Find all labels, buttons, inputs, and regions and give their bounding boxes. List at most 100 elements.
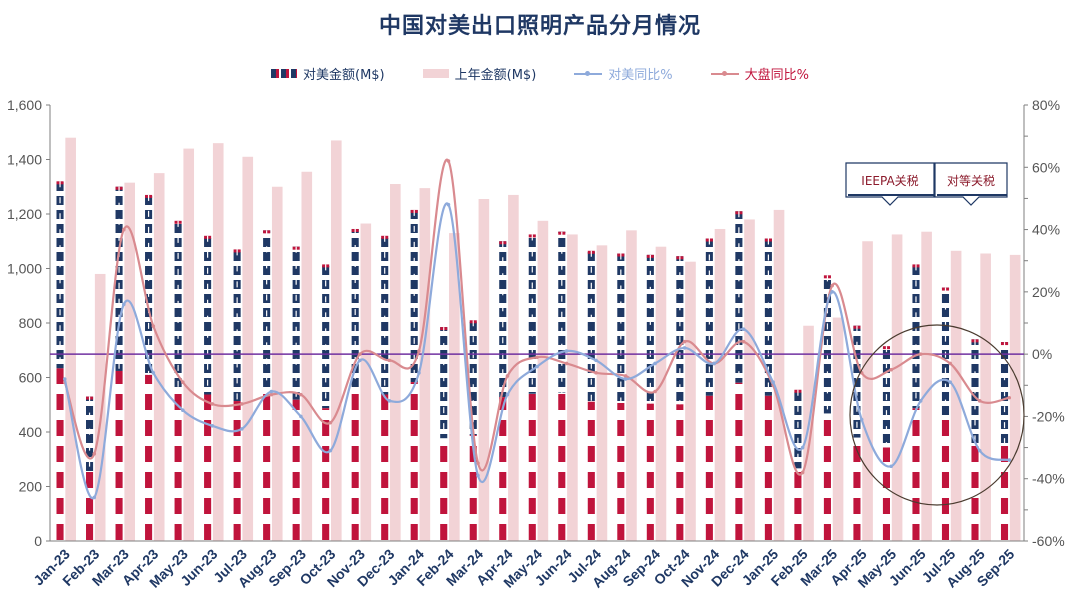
prev-year-bar	[271, 186, 283, 541]
us-amount-bar	[676, 256, 684, 541]
us-bar-red-part	[292, 399, 300, 541]
right-tick-label: -20%	[1032, 408, 1065, 424]
us-yoy-line-point	[741, 327, 746, 332]
prev-year-bar	[567, 234, 578, 541]
us-yoy-line-point	[269, 389, 274, 394]
legend-swatch-us-yoy	[574, 69, 603, 78]
prev-year-bar	[891, 234, 903, 541]
us-amount-bar	[233, 249, 241, 541]
right-tick-label: 60%	[1032, 159, 1060, 175]
us-yoy-line-point	[830, 290, 834, 294]
total-yoy-line-point	[299, 392, 303, 397]
us-yoy-line-point	[712, 361, 716, 366]
prev-year-bar	[537, 220, 549, 541]
left-tick-label: 800	[19, 315, 43, 331]
us-yoy-line-point	[417, 371, 421, 375]
us-bar-navy-part	[469, 320, 477, 436]
us-bar-navy-part	[56, 181, 64, 369]
total-yoy-line-point	[918, 352, 923, 356]
us-yoy-line-point	[121, 302, 126, 307]
left-tick-label: 1,400	[7, 152, 42, 168]
us-amount-bar	[558, 231, 566, 541]
left-tick-label: 1,000	[7, 261, 42, 277]
annotation-ieepa: IEEPA关税	[845, 162, 935, 206]
us-bar-navy-part	[912, 264, 920, 409]
us-yoy-line-point	[535, 364, 539, 369]
us-yoy-line-point	[889, 464, 893, 469]
annotation-reciprocal: 对等关税	[934, 162, 1008, 206]
us-yoy-line-point	[92, 495, 97, 500]
us-bar-navy-part	[204, 235, 212, 395]
left-tick-label: 600	[19, 370, 43, 386]
us-bar-navy-part	[646, 254, 654, 404]
us-bar-red-part	[410, 382, 418, 541]
us-bar-red-part	[676, 404, 684, 541]
us-bar-red-part	[145, 374, 153, 541]
us-yoy-line-point	[594, 358, 598, 363]
legend-item-prev-amount: 上年金额(M$)	[422, 64, 536, 83]
annotation-ieepa-text: IEEPA关税	[861, 174, 918, 188]
legend-swatch-prev-amount	[422, 69, 449, 78]
us-amount-bar	[174, 220, 182, 541]
total-yoy-line-point	[889, 367, 893, 372]
total-yoy-line-point	[446, 159, 451, 163]
us-bar-navy-part	[410, 209, 418, 383]
us-yoy-line-point	[181, 408, 185, 413]
us-bar-red-part	[233, 401, 241, 541]
prev-year-bar	[183, 148, 195, 541]
us-bar-red-part	[971, 444, 979, 541]
us-amount-bar	[499, 241, 507, 541]
us-bar-navy-part	[292, 246, 300, 400]
total-yoy-line-point	[269, 392, 274, 397]
prev-year-bar	[773, 209, 785, 541]
total-yoy-line-point	[476, 461, 480, 465]
left-tick-label: 1,200	[7, 206, 42, 222]
us-bar-red-part	[440, 438, 448, 541]
total-yoy-line-point	[682, 339, 687, 344]
right-tick-label: 80%	[1032, 97, 1060, 113]
us-bar-red-part	[115, 370, 123, 541]
prev-year-bar	[301, 171, 313, 541]
us-bar-red-part	[86, 471, 94, 541]
us-amount-bar	[705, 238, 713, 541]
us-yoy-line-point	[358, 358, 362, 363]
total-yoy-line-point	[564, 361, 569, 366]
prev-year-bar	[242, 156, 254, 541]
right-tick-label: -40%	[1032, 471, 1065, 487]
us-yoy-line-point	[476, 473, 480, 478]
total-yoy-line-point	[240, 402, 244, 406]
total-yoy-line-point	[535, 355, 539, 360]
total-yoy-line-point	[121, 227, 126, 232]
us-amount-bar	[528, 234, 536, 541]
total-yoy-line-point	[328, 420, 333, 425]
us-bar-red-part	[263, 391, 271, 541]
right-tick-label: 20%	[1032, 284, 1060, 300]
total-yoy-line-point	[92, 452, 97, 456]
us-yoy-line-point	[948, 380, 953, 384]
total-yoy-line-point	[623, 374, 628, 378]
us-amount-bar	[764, 238, 772, 541]
right-tick-label: 0%	[1032, 346, 1052, 362]
us-bar-navy-part	[322, 264, 330, 409]
us-bar-navy-part	[705, 238, 713, 396]
legend: 对美金额(M$) 上年金额(M$) 对美同比% 大盘同比%	[0, 64, 1080, 83]
left-tick-label: 200	[19, 479, 43, 495]
prev-year-bar	[360, 223, 372, 541]
us-bar-navy-part	[499, 241, 507, 398]
us-amount-bar	[823, 275, 831, 541]
total-yoy-line-point	[210, 402, 215, 406]
us-amount-bar	[794, 389, 802, 541]
total-yoy-line-point	[1007, 395, 1012, 400]
us-bar-red-part	[882, 447, 891, 541]
legend-label-total-yoy: 大盘同比%	[744, 68, 809, 83]
prev-year-bar	[626, 230, 637, 541]
us-amount-bar	[853, 325, 861, 541]
us-bar-navy-part	[853, 325, 861, 438]
prev-year-bar	[478, 199, 490, 541]
us-amount-bar	[381, 235, 389, 541]
prev-year-bar	[124, 182, 136, 541]
us-bar-red-part	[823, 413, 831, 541]
us-yoy-line-point	[800, 445, 805, 450]
us-bar-red-part	[528, 393, 536, 541]
total-yoy-line-point	[653, 389, 657, 394]
